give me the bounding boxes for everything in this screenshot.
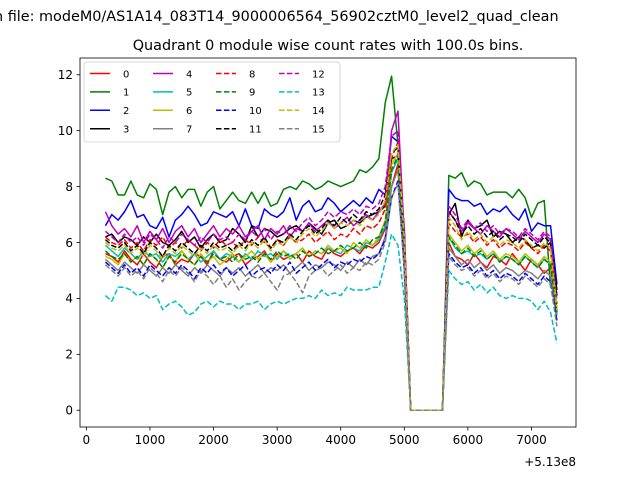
legend-label-13: 13: [312, 88, 325, 99]
legend-label-5: 5: [186, 88, 192, 99]
legend-label-9: 9: [249, 88, 255, 99]
x-tick-label: 7000: [516, 433, 547, 447]
series-line-2: [104, 135, 558, 411]
legend-label-12: 12: [312, 69, 325, 80]
legend-label-7: 7: [186, 125, 192, 136]
y-tick-label: 12: [58, 68, 73, 82]
series-line-9: [104, 155, 558, 411]
series-line-10: [104, 180, 558, 411]
legend-frame: [83, 61, 341, 143]
x-tick-label: 1000: [135, 433, 166, 447]
y-tick-label: 8: [65, 180, 73, 194]
series-line-1: [105, 75, 558, 411]
legend-label-3: 3: [123, 125, 129, 136]
y-tick-label: 2: [65, 348, 73, 362]
series-line-15: [104, 183, 558, 411]
legend-label-11: 11: [249, 125, 262, 136]
y-tick-label: 6: [65, 236, 73, 250]
series-line-6: [105, 152, 558, 411]
series-line-4: [104, 110, 558, 411]
legend-label-15: 15: [312, 125, 325, 136]
series-line-12: [104, 129, 558, 411]
series-line-13: [104, 233, 558, 411]
y-axis: 0 2 4 6 8 10 12: [58, 68, 80, 418]
x-tick-label: 6000: [453, 433, 484, 447]
x-tick-label: 5000: [389, 433, 420, 447]
series-line-14: [104, 143, 558, 411]
y-tick-label: 10: [58, 124, 73, 138]
x-tick-label: 2000: [198, 433, 229, 447]
x-tick-label: 4000: [325, 433, 356, 447]
legend-label-6: 6: [186, 106, 192, 117]
suptitle: n file: modeM0/AS1A14_083T14_9000006564_…: [0, 9, 559, 25]
chart-title: Quadrant 0 module wise count rates with …: [133, 38, 524, 54]
legend-label-2: 2: [123, 106, 129, 117]
legend-label-4: 4: [186, 69, 192, 80]
series-line-11: [104, 146, 558, 411]
x-tick-label: 3000: [262, 433, 293, 447]
legend-label-14: 14: [312, 106, 325, 117]
series-layer: [104, 75, 558, 411]
legend-label-1: 1: [123, 88, 129, 99]
x-axis: 0 1000 2000 3000 4000 5000 6000 7000: [83, 427, 547, 447]
legend-label-10: 10: [249, 106, 262, 117]
legend-label-0: 0: [123, 69, 129, 80]
y-tick-label: 0: [65, 404, 73, 418]
x-tick-label: 0: [83, 433, 91, 447]
legend-label-8: 8: [249, 69, 255, 80]
y-tick-label: 4: [65, 292, 73, 306]
x-offset-label: +5.13e8: [524, 455, 576, 469]
